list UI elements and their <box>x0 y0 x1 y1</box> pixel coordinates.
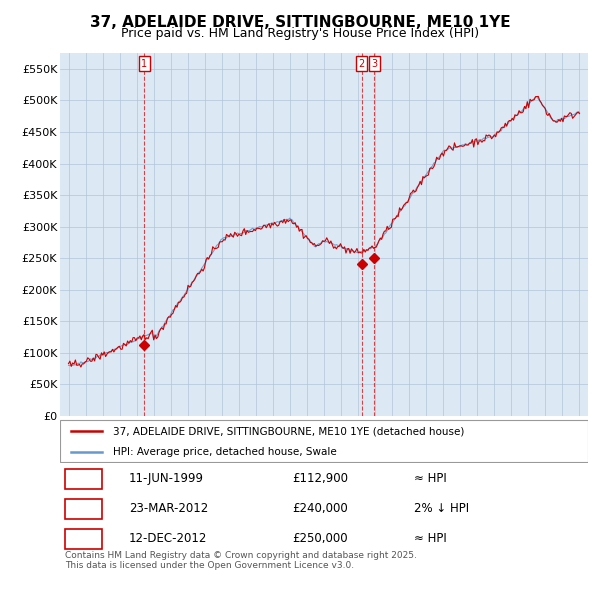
FancyBboxPatch shape <box>60 420 588 463</box>
Text: £112,900: £112,900 <box>292 473 349 486</box>
Text: ≈ HPI: ≈ HPI <box>414 473 446 486</box>
Text: 2% ↓ HPI: 2% ↓ HPI <box>414 502 469 515</box>
Text: 37, ADELAIDE DRIVE, SITTINGBOURNE, ME10 1YE (detached house): 37, ADELAIDE DRIVE, SITTINGBOURNE, ME10 … <box>113 427 464 436</box>
Text: £250,000: £250,000 <box>292 532 348 545</box>
Text: 2: 2 <box>359 58 365 68</box>
Text: 11-JUN-1999: 11-JUN-1999 <box>128 473 203 486</box>
Text: 37, ADELAIDE DRIVE, SITTINGBOURNE, ME10 1YE: 37, ADELAIDE DRIVE, SITTINGBOURNE, ME10 … <box>89 15 511 30</box>
Text: HPI: Average price, detached house, Swale: HPI: Average price, detached house, Swal… <box>113 447 337 457</box>
FancyBboxPatch shape <box>65 529 102 549</box>
FancyBboxPatch shape <box>65 469 102 490</box>
Text: 3: 3 <box>80 532 88 545</box>
Text: Price paid vs. HM Land Registry's House Price Index (HPI): Price paid vs. HM Land Registry's House … <box>121 27 479 40</box>
Text: Contains HM Land Registry data © Crown copyright and database right 2025.
This d: Contains HM Land Registry data © Crown c… <box>65 551 417 570</box>
FancyBboxPatch shape <box>65 499 102 519</box>
Text: 1: 1 <box>141 58 147 68</box>
Text: 3: 3 <box>371 58 377 68</box>
Text: 2: 2 <box>80 502 88 515</box>
Text: 1: 1 <box>80 473 88 486</box>
Text: ≈ HPI: ≈ HPI <box>414 532 446 545</box>
Text: £240,000: £240,000 <box>292 502 348 515</box>
Text: 12-DEC-2012: 12-DEC-2012 <box>128 532 207 545</box>
Text: 23-MAR-2012: 23-MAR-2012 <box>128 502 208 515</box>
